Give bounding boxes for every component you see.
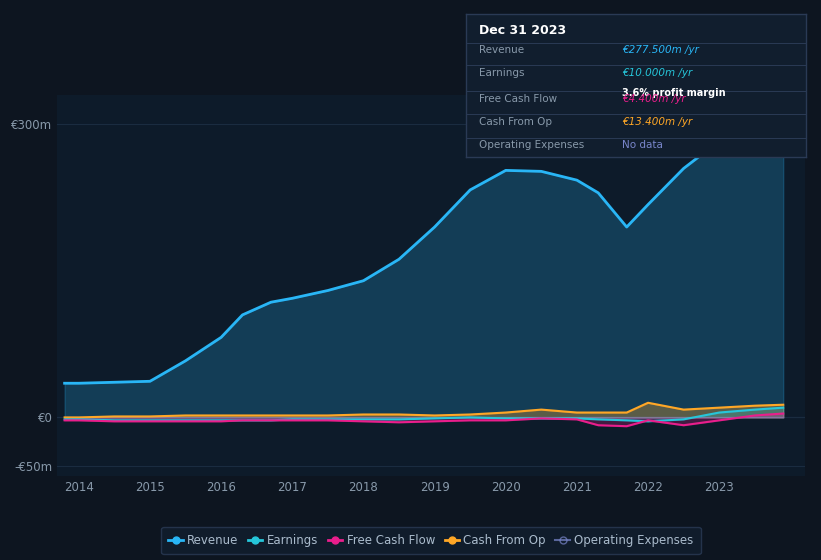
Text: Free Cash Flow: Free Cash Flow: [479, 94, 557, 104]
Text: €13.400m /yr: €13.400m /yr: [622, 117, 692, 127]
Text: €10.000m /yr: €10.000m /yr: [622, 68, 692, 78]
Text: Revenue: Revenue: [479, 45, 525, 55]
Text: No data: No data: [622, 139, 663, 150]
Text: Operating Expenses: Operating Expenses: [479, 139, 585, 150]
Text: €277.500m /yr: €277.500m /yr: [622, 45, 699, 55]
Legend: Revenue, Earnings, Free Cash Flow, Cash From Op, Operating Expenses: Revenue, Earnings, Free Cash Flow, Cash …: [162, 527, 700, 554]
Text: 3.6% profit margin: 3.6% profit margin: [622, 88, 726, 98]
Text: Earnings: Earnings: [479, 68, 525, 78]
Text: Dec 31 2023: Dec 31 2023: [479, 24, 566, 37]
Text: Cash From Op: Cash From Op: [479, 117, 553, 127]
Text: €4.400m /yr: €4.400m /yr: [622, 94, 686, 104]
